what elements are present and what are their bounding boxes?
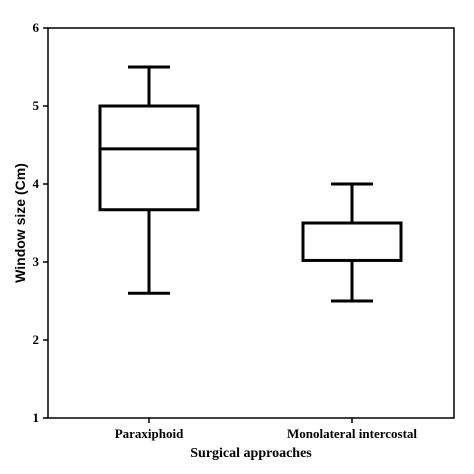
x-tick-label: Monolateral intercostal	[287, 426, 417, 441]
y-tick-label: 6	[33, 20, 40, 35]
box-1	[301, 182, 403, 303]
plot-frame	[47, 27, 455, 419]
y-axis: 1 2 3 4 5 6	[33, 20, 48, 425]
y-tick-label: 4	[33, 176, 40, 191]
boxes	[98, 65, 403, 303]
y-tick-label: 3	[33, 254, 40, 269]
y-tick-label: 5	[33, 98, 40, 113]
iqr-box	[98, 104, 200, 212]
x-axis: Paraxiphoid Monolateral intercostal	[115, 418, 417, 441]
iqr-box	[301, 221, 403, 262]
y-axis-title: Window size (Cm)	[12, 163, 28, 283]
x-axis-title: Surgical approaches	[190, 446, 312, 461]
plot-area-border	[47, 27, 455, 419]
box-0	[98, 65, 200, 295]
y-tick-label: 1	[33, 410, 40, 425]
x-tick-label: Paraxiphoid	[115, 426, 184, 441]
y-tick-label: 2	[33, 332, 40, 347]
